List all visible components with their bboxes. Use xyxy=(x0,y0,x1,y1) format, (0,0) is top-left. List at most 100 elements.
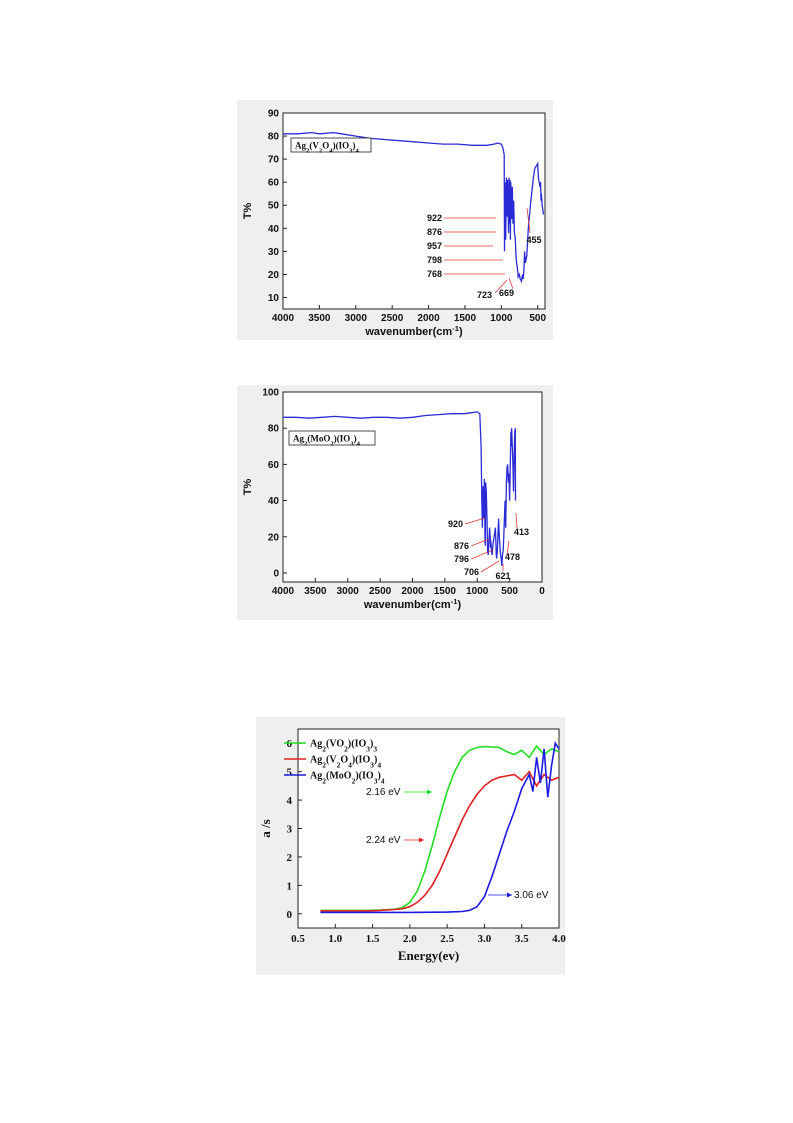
peak-leader-line xyxy=(464,517,486,525)
x-tick-label: 4000 xyxy=(272,586,295,597)
series-line-blue xyxy=(320,741,560,914)
plot-frame xyxy=(282,391,543,583)
peak-leader-line xyxy=(515,512,518,529)
y-tick-label: 60 xyxy=(268,178,280,189)
x-tick-label: 1000 xyxy=(490,313,513,324)
ir-spectrum-line xyxy=(283,411,517,566)
peak-leader-line xyxy=(480,560,500,573)
legend-label-green: Ag2(VO2)(IO3)3 xyxy=(310,739,377,754)
ir-spectrum-panel-2: 4000 3500 3000 2500 2000 1500 1000 500 0 0 20 40 60 8… xyxy=(237,385,553,620)
y-tick-label: 6 xyxy=(287,738,293,750)
x-tick-label: 1.0 xyxy=(328,933,342,945)
y-tick-label: 10 xyxy=(268,293,280,304)
peak-label: 957 xyxy=(427,241,442,251)
peak-leader-line xyxy=(470,549,494,560)
y-tick-label: 100 xyxy=(262,388,279,399)
y-tick-label: 80 xyxy=(268,132,280,143)
peak-leader-line xyxy=(470,538,490,547)
x-tick-label: 2000 xyxy=(401,586,424,597)
peak-leader-line xyxy=(506,540,510,556)
legend-label-red: Ag2(V2O4)(IO3)4 xyxy=(310,755,381,770)
peak-label: 876 xyxy=(427,227,442,237)
y-tick-label: 50 xyxy=(268,201,280,212)
peak-leader-line xyxy=(526,207,531,234)
y-tick-label: 1 xyxy=(287,880,293,892)
x-tick-label: 3000 xyxy=(337,586,360,597)
x-tick-label: 500 xyxy=(529,313,546,324)
x-tick-label: 2500 xyxy=(369,586,392,597)
x-tick-label: 4000 xyxy=(272,313,295,324)
x-tick-label: 0.5 xyxy=(291,933,305,945)
x-tick-label: 3.5 xyxy=(515,933,529,945)
x-tick-label: 1.5 xyxy=(366,933,380,945)
peak-label: 768 xyxy=(427,269,442,279)
legend-label-blue: Ag2(MoO2)(IO3)4 xyxy=(310,771,385,786)
x-tick-label: 4.0 xyxy=(552,933,566,945)
plot-frame xyxy=(297,728,560,929)
y-tick-label: 40 xyxy=(268,224,280,235)
peak-label: 478 xyxy=(505,552,520,562)
y-tick-label: 60 xyxy=(268,460,280,471)
x-tick-label: 2.0 xyxy=(403,933,417,945)
legend-label: Ag2(V2O4)(IO3)4 xyxy=(295,141,360,155)
x-tick-label: 2000 xyxy=(417,313,440,324)
y-tick-label: 20 xyxy=(268,532,280,543)
peak-label: 455 xyxy=(526,235,541,245)
x-axis-title: wavenumber(cm-1) xyxy=(364,324,463,339)
peak-label: 669 xyxy=(499,288,514,298)
legend-box xyxy=(288,430,376,446)
y-tick-label: 0 xyxy=(287,909,293,921)
x-tick-label: 2.5 xyxy=(440,933,454,945)
x-tick-label: 0 xyxy=(539,586,545,597)
y-axis-title: T% xyxy=(242,203,254,220)
peak-label: 920 xyxy=(448,519,463,529)
y-tick-label: 90 xyxy=(268,109,280,120)
y-tick-label: 70 xyxy=(268,155,280,166)
y-axis-title: a /s xyxy=(258,819,273,837)
peak-leader-line xyxy=(494,279,508,294)
peak-label: 922 xyxy=(427,213,442,223)
peak-label: 876 xyxy=(454,541,469,551)
uv-absorption-chart: 0.5 1.0 1.5 2.0 2.5 3.0 3.5 4.0 0 1 2 3 4 5 6 Energy(ev… xyxy=(258,728,566,963)
x-tick-label: 3.0 xyxy=(478,933,492,945)
peak-label: 621 xyxy=(495,571,510,581)
peak-label: 796 xyxy=(454,554,469,564)
x-tick-label: 1500 xyxy=(434,586,457,597)
ir-spectrum-panel-1: 4000 3500 3000 2500 2000 1500 1000 500 10 20 30 40 5… xyxy=(237,100,553,340)
x-tick-label: 3000 xyxy=(345,313,368,324)
peak-label: 798 xyxy=(427,255,442,265)
band-gap-label: 3.06 eV xyxy=(514,890,549,901)
y-tick-label: 5 xyxy=(287,767,293,779)
peak-label: 706 xyxy=(464,567,479,577)
x-tick-label: 2500 xyxy=(381,313,404,324)
peak-label: 723 xyxy=(477,290,492,300)
y-tick-label: 30 xyxy=(268,247,280,258)
legend-label: Ag2(MoO2)(IO3)4 xyxy=(293,434,361,448)
x-tick-label: 3500 xyxy=(308,313,331,324)
band-gap-arrow-head xyxy=(507,892,512,898)
band-gap-arrow-head xyxy=(427,789,432,795)
y-tick-label: 0 xyxy=(273,568,279,579)
x-tick-label: 1000 xyxy=(466,586,489,597)
y-tick-label: 80 xyxy=(268,424,280,435)
x-axis-title: wavenumber(cm-1) xyxy=(363,597,462,612)
ir-spectrum-chart-1: 4000 3500 3000 2500 2000 1500 1000 500 10 20 30 40 5… xyxy=(242,109,547,339)
band-gap-arrow-head xyxy=(419,837,424,843)
peak-leader-line xyxy=(508,277,514,290)
band-gap-label: 2.24 eV xyxy=(366,835,401,846)
ir-spectrum-chart-2: 4000 3500 3000 2500 2000 1500 1000 500 0 0 20 40 60 8… xyxy=(242,388,545,612)
band-gap-label: 2.16 eV xyxy=(366,787,401,798)
y-axis-title: T% xyxy=(242,479,254,496)
uv-absorption-panel: 0.5 1.0 1.5 2.0 2.5 3.0 3.5 4.0 0 1 2 3 4 5 6 Energy(ev… xyxy=(256,717,566,975)
y-tick-label: 4 xyxy=(287,795,293,807)
y-tick-label: 40 xyxy=(268,496,280,507)
x-tick-label: 500 xyxy=(501,586,518,597)
y-tick-label: 3 xyxy=(287,824,293,836)
ir-spectrum-line xyxy=(283,131,545,284)
x-tick-label: 3500 xyxy=(304,586,327,597)
y-tick-label: 2 xyxy=(287,852,293,864)
x-tick-label: 1500 xyxy=(454,313,477,324)
series-line-red xyxy=(320,770,560,912)
y-tick-label: 20 xyxy=(268,270,280,281)
peak-label: 413 xyxy=(514,527,529,537)
